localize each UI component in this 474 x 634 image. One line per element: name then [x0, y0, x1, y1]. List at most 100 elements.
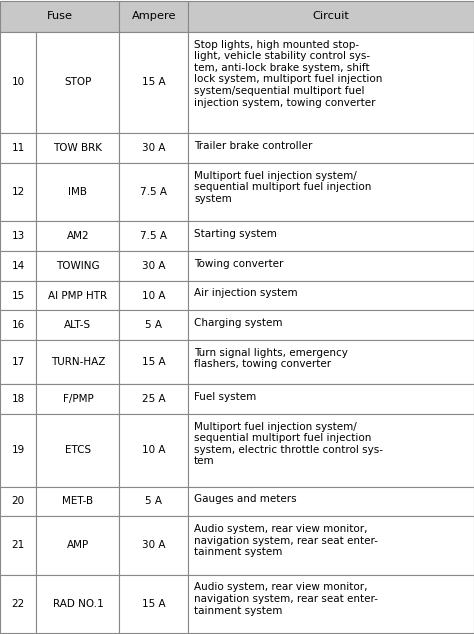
Text: RAD NO.1: RAD NO.1: [53, 599, 103, 609]
Text: Audio system, rear view monitor,
navigation system, rear seat enter-
tainment sy: Audio system, rear view monitor, navigat…: [194, 524, 378, 557]
Bar: [119, 32, 188, 133]
Text: 14: 14: [12, 261, 25, 271]
Bar: [0, 251, 36, 281]
Bar: [188, 163, 474, 221]
Text: 15 A: 15 A: [142, 77, 165, 87]
Text: Trailer brake controller: Trailer brake controller: [194, 141, 312, 151]
Bar: [188, 574, 474, 633]
Bar: [188, 1, 474, 32]
Text: IMB: IMB: [68, 187, 88, 197]
Bar: [188, 340, 474, 384]
Bar: [36, 311, 119, 340]
Text: AI PMP HTR: AI PMP HTR: [48, 290, 108, 301]
Bar: [36, 486, 119, 516]
Bar: [36, 414, 119, 486]
Text: 5 A: 5 A: [146, 496, 162, 507]
Text: TURN-HAZ: TURN-HAZ: [51, 357, 105, 367]
Bar: [188, 221, 474, 251]
Text: F/PMP: F/PMP: [63, 394, 93, 404]
Bar: [119, 340, 188, 384]
Text: 16: 16: [12, 320, 25, 330]
Text: Charging system: Charging system: [194, 318, 283, 328]
Text: 21: 21: [12, 540, 25, 550]
Text: Multiport fuel injection system/
sequential multiport fuel injection
system, ele: Multiport fuel injection system/ sequent…: [194, 422, 383, 467]
Bar: [119, 281, 188, 311]
Bar: [0, 414, 36, 486]
Bar: [0, 221, 36, 251]
Bar: [36, 251, 119, 281]
Text: Fuel system: Fuel system: [194, 392, 256, 402]
Text: 10: 10: [12, 77, 25, 87]
Bar: [36, 516, 119, 574]
Bar: [36, 221, 119, 251]
Bar: [119, 574, 188, 633]
Bar: [119, 163, 188, 221]
Bar: [188, 414, 474, 486]
Bar: [0, 281, 36, 311]
Bar: [36, 574, 119, 633]
Text: 13: 13: [12, 231, 25, 241]
Text: 12: 12: [12, 187, 25, 197]
Text: AMP: AMP: [67, 540, 89, 550]
Bar: [119, 311, 188, 340]
Text: 15 A: 15 A: [142, 599, 165, 609]
Bar: [188, 32, 474, 133]
Bar: [188, 281, 474, 311]
Text: 15 A: 15 A: [142, 357, 165, 367]
Text: Starting system: Starting system: [194, 229, 277, 239]
Bar: [119, 516, 188, 574]
Text: Air injection system: Air injection system: [194, 288, 298, 299]
Bar: [0, 486, 36, 516]
Text: TOW BRK: TOW BRK: [54, 143, 102, 153]
Text: 17: 17: [12, 357, 25, 367]
Bar: [0, 384, 36, 414]
Bar: [188, 486, 474, 516]
Bar: [0, 163, 36, 221]
Text: MET-B: MET-B: [63, 496, 93, 507]
Bar: [36, 163, 119, 221]
Text: 30 A: 30 A: [142, 261, 165, 271]
Text: ETCS: ETCS: [65, 445, 91, 455]
Bar: [0, 133, 36, 163]
Bar: [188, 133, 474, 163]
Text: 19: 19: [12, 445, 25, 455]
Text: TOWING: TOWING: [56, 261, 100, 271]
Text: Audio system, rear view monitor,
navigation system, rear seat enter-
tainment sy: Audio system, rear view monitor, navigat…: [194, 583, 378, 616]
Bar: [36, 340, 119, 384]
Bar: [0, 311, 36, 340]
Bar: [119, 133, 188, 163]
Text: STOP: STOP: [64, 77, 91, 87]
Text: ALT-S: ALT-S: [64, 320, 91, 330]
Text: 15: 15: [12, 290, 25, 301]
Bar: [188, 251, 474, 281]
Text: 20: 20: [12, 496, 25, 507]
Bar: [188, 384, 474, 414]
Text: Stop lights, high mounted stop-
light, vehicle stability control sys-
tem, anti-: Stop lights, high mounted stop- light, v…: [194, 39, 383, 108]
Text: Circuit: Circuit: [313, 11, 349, 22]
Bar: [119, 1, 188, 32]
Text: Towing converter: Towing converter: [194, 259, 283, 269]
Text: Multiport fuel injection system/
sequential multiport fuel injection
system: Multiport fuel injection system/ sequent…: [194, 171, 372, 204]
Bar: [119, 221, 188, 251]
Text: Gauges and meters: Gauges and meters: [194, 495, 297, 504]
Bar: [0, 516, 36, 574]
Text: 18: 18: [12, 394, 25, 404]
Text: 7.5 A: 7.5 A: [140, 187, 167, 197]
Bar: [0, 1, 119, 32]
Bar: [188, 516, 474, 574]
Text: 30 A: 30 A: [142, 143, 165, 153]
Text: AM2: AM2: [67, 231, 89, 241]
Bar: [0, 574, 36, 633]
Text: 11: 11: [12, 143, 25, 153]
Bar: [119, 251, 188, 281]
Bar: [119, 414, 188, 486]
Bar: [188, 311, 474, 340]
Bar: [119, 486, 188, 516]
Bar: [36, 133, 119, 163]
Bar: [0, 340, 36, 384]
Text: Ampere: Ampere: [132, 11, 176, 22]
Text: 10 A: 10 A: [142, 290, 165, 301]
Text: 10 A: 10 A: [142, 445, 165, 455]
Text: 22: 22: [12, 599, 25, 609]
Bar: [36, 32, 119, 133]
